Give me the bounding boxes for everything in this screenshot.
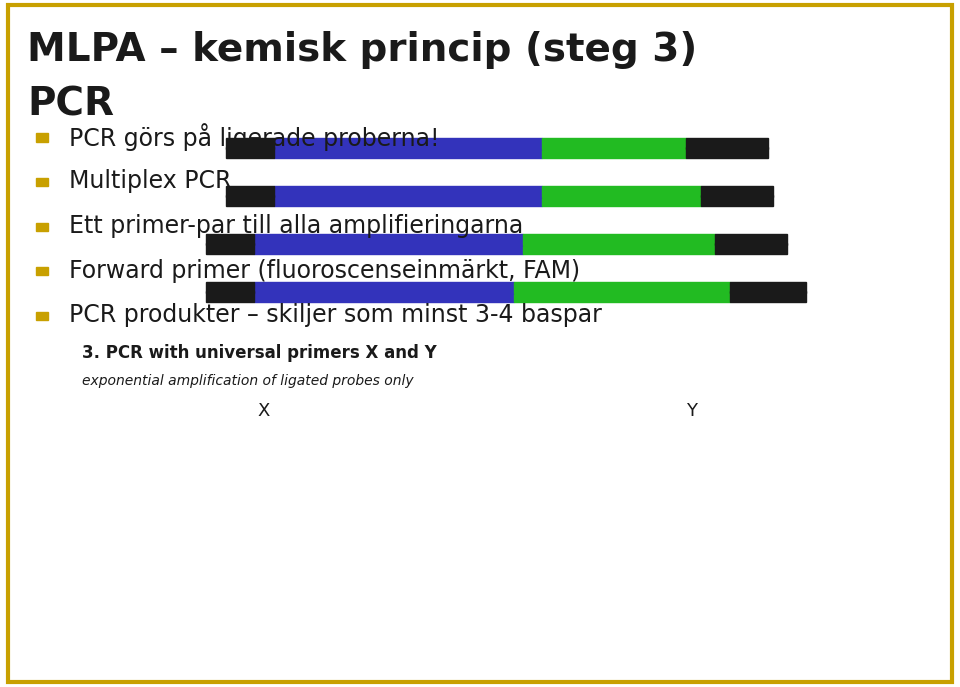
Bar — [206, 234, 254, 245]
Text: Ett primer-par till alla amplifieringarna: Ett primer-par till alla amplifieringarn… — [69, 214, 523, 238]
Bar — [542, 137, 686, 148]
Text: Forward primer (fluoroscenseinmärkt, FAM): Forward primer (fluoroscenseinmärkt, FAM… — [69, 259, 580, 282]
Bar — [36, 312, 48, 320]
Bar — [36, 178, 48, 186]
Bar — [206, 282, 254, 293]
Bar — [715, 234, 787, 245]
Bar — [715, 243, 787, 254]
Bar — [226, 137, 274, 148]
Bar — [523, 243, 715, 254]
Text: Y: Y — [685, 402, 697, 420]
Text: PCR: PCR — [27, 86, 114, 124]
Bar — [254, 234, 523, 245]
Text: PCR produkter – skiljer som minst 3-4 baspar: PCR produkter – skiljer som minst 3-4 ba… — [69, 304, 602, 327]
Bar — [730, 291, 806, 302]
Bar — [701, 185, 773, 196]
Bar — [274, 137, 542, 148]
Bar — [686, 146, 768, 157]
Bar — [254, 282, 514, 293]
Bar — [226, 146, 274, 157]
Bar — [36, 223, 48, 231]
Bar — [514, 282, 730, 293]
Bar — [514, 291, 730, 302]
Text: MLPA – kemisk princip (steg 3): MLPA – kemisk princip (steg 3) — [27, 31, 697, 69]
Bar — [523, 234, 715, 245]
Bar — [701, 195, 773, 206]
Bar — [730, 282, 806, 293]
Bar — [206, 291, 254, 302]
Bar — [36, 133, 48, 142]
Bar — [36, 267, 48, 275]
Text: PCR görs på ligerade proberna!: PCR görs på ligerade proberna! — [69, 123, 440, 150]
Text: exponential amplification of ligated probes only: exponential amplification of ligated pro… — [82, 374, 413, 388]
Bar — [686, 137, 768, 148]
Bar — [274, 146, 542, 157]
Bar — [206, 243, 254, 254]
Text: 3. PCR with universal primers X and Y: 3. PCR with universal primers X and Y — [82, 344, 437, 361]
Bar — [542, 195, 701, 206]
Bar — [542, 185, 701, 196]
Bar — [226, 195, 274, 206]
Bar — [542, 146, 686, 157]
Bar — [226, 185, 274, 196]
Bar — [274, 195, 542, 206]
Text: Multiplex PCR: Multiplex PCR — [69, 170, 231, 193]
Text: X: X — [258, 402, 270, 420]
Bar — [254, 291, 514, 302]
Bar — [254, 243, 523, 254]
Bar — [274, 185, 542, 196]
